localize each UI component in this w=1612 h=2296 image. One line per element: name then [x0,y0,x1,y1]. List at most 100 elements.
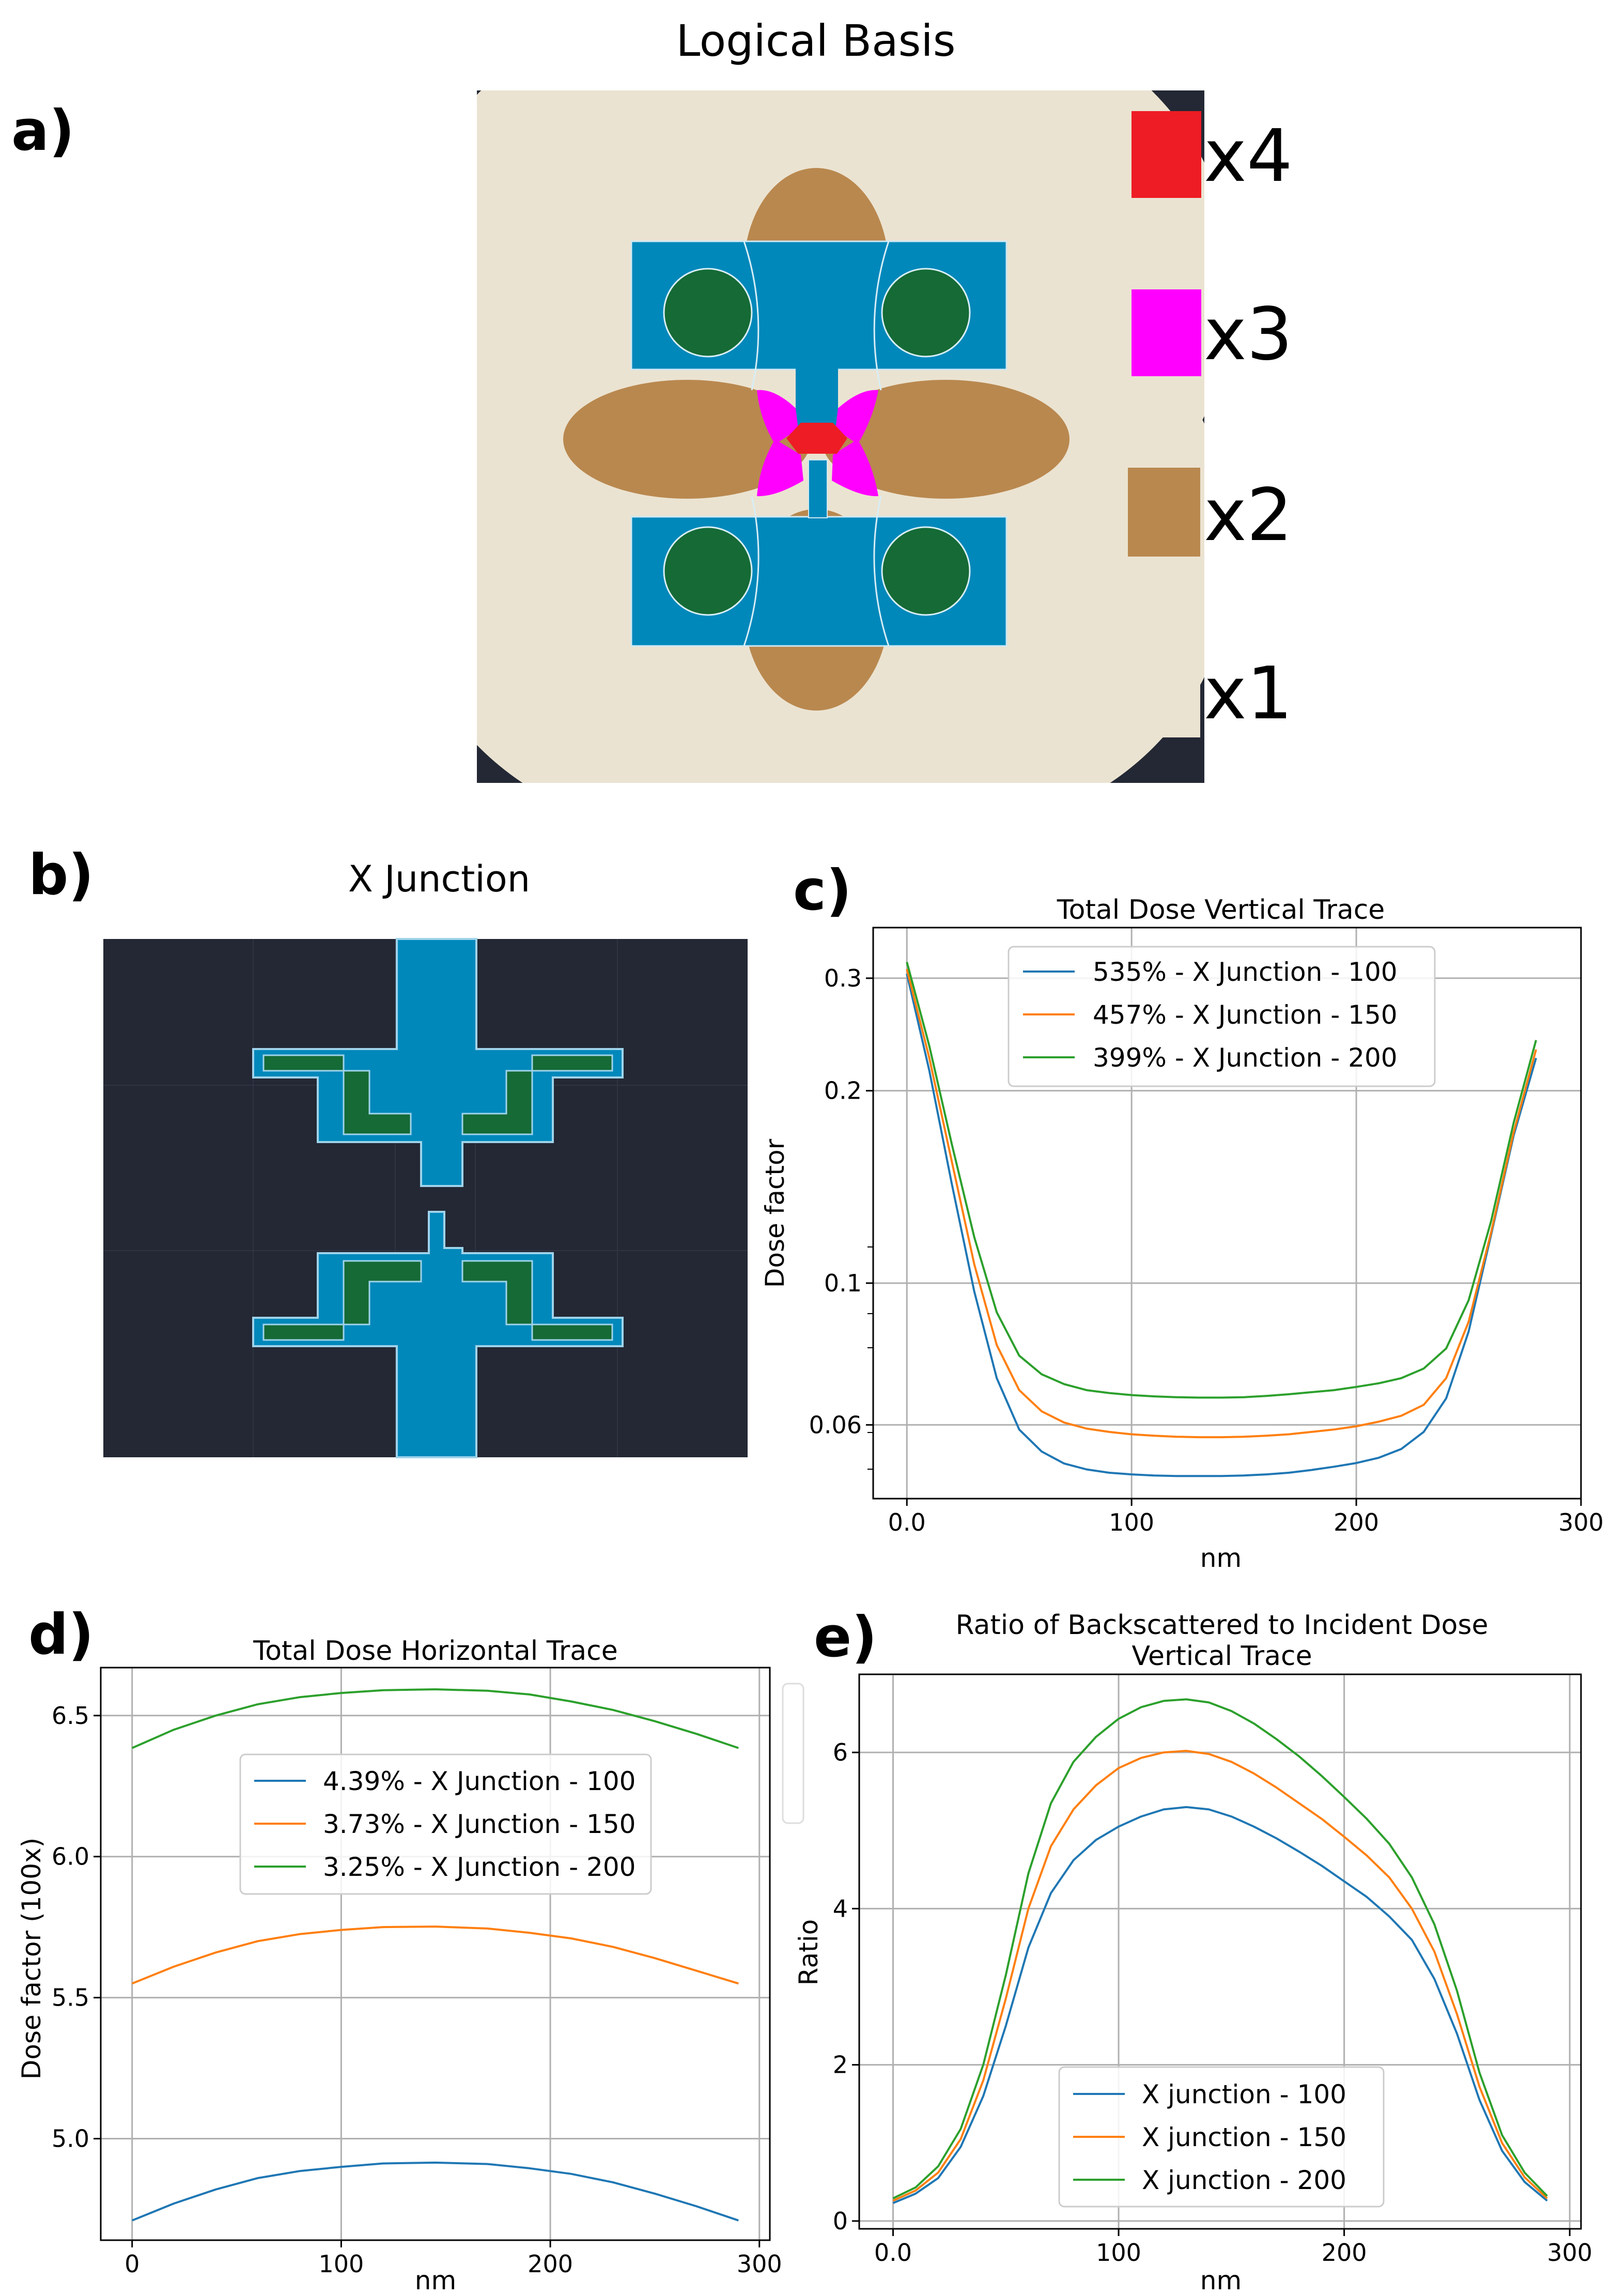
legend-label-x4: x4 [1204,114,1293,198]
chart-c-minor-ticks [867,1246,873,1470]
chart-e-ytick-label-2: 4 [833,1894,848,1922]
chart-c-series-line-3 [906,962,1537,1399]
arc-outline-top-left [743,241,760,391]
chart-e-title: Ratio of Backscattered to Incident Dose [956,1610,1489,1641]
green-pad-bottom-left [663,526,753,616]
logical-basis-legend: x4 x3 x2 x1 [1128,111,1293,737]
chart-e-ytick-label-0: 0 [833,2207,848,2235]
chart-e-xtick-label-1: 100 [1096,2239,1141,2267]
chart-c-legend-text-1: 535% - X Junction - 100 [1093,957,1398,987]
logical-basis-image [477,90,1204,783]
chart-e-xlabel: nm [1200,2266,1242,2295]
panel-d: d) Total Dose Horizontal Trace 0 100 200 30… [17,1602,804,2295]
chart-d-legend-box [239,1753,652,1895]
panel-c-label: c) [793,858,851,923]
junction-bottom-electrode [252,1211,624,1458]
green-pad-bottom-right [881,526,971,616]
chart-d-ytick-label-1: 5.5 [52,1984,89,2012]
chart-e-series-line-3 [892,1698,1548,2199]
junction-top-electrode [252,938,624,1187]
chart-e-xtick-label-2: 200 [1322,2239,1367,2267]
chart-d-legend: 4.39% - X Junction - 100 3.73% - X Junct… [239,1753,652,1895]
chart-d-legend-text-1: 4.39% - X Junction - 100 [323,1766,636,1796]
chart-c-ytick-label-3: 0.3 [824,964,862,992]
chart-d-xtick-label-3: 300 [737,2250,782,2278]
green-pad-top-right [881,268,971,358]
chart-c-ticks: 0.0 100 200 300 0.06 0.1 0.2 0.3 [809,964,1604,1536]
panel-d-label: d) [28,1602,94,1667]
panel-e-label: e) [814,1605,877,1670]
chart-c-legend-box [1008,946,1436,1087]
chart-c-ytick-label-2: 0.2 [824,1077,862,1105]
chart-d-xlabel: nm [415,2266,456,2295]
chart-c-legend-text-3: 399% - X Junction - 200 [1093,1043,1398,1073]
chart-e-series-line-2 [892,1750,1548,2202]
chart-e-xtick-label-0: 0.0 [874,2239,912,2267]
overlap-x3-br [832,439,878,497]
chart-e-series-line-1 [892,1806,1548,2204]
chart-e-ylabel: Ratio [794,1919,824,1985]
panel-b-title: X Junction [348,858,530,900]
chart-e-ytick-label-3: 6 [833,1738,848,1766]
panel-a: a) Logical Basis [11,16,1293,783]
chart-e-ytick-label-1: 2 [833,2051,848,2079]
chart-c-ylabel: Dose factor [760,1138,790,1288]
legend-label-x1: x1 [1204,652,1293,736]
chart-c-title: Total Dose Vertical Trace [1057,895,1385,926]
chart-d-grid [101,1668,770,2240]
chart-c-xtick-label-3: 300 [1558,1508,1604,1536]
chart-d-frame [100,1667,771,2241]
panel-a-label: a) [11,99,74,163]
legend-swatch-x2 [1128,468,1200,557]
chart-d-series-line-3 [131,1688,739,1749]
chart-c-series [906,962,1537,1477]
legend-swatch-x1 [1128,649,1200,737]
chart-e-frame [858,1673,1582,2230]
chart-d-ytick-label-0: 5.0 [52,2125,89,2153]
x-junction-layout [103,938,748,1458]
chart-e-subtitle: Vertical Trace [1132,1641,1312,1672]
chart-e-grid [859,1674,1581,2229]
chart-c-legend: 535% - X Junction - 100 457% - X Junctio… [1008,946,1436,1087]
chart-d-ticks: 0 100 200 300 5.0 5.5 6.0 6.5 [52,1702,782,2278]
blue-stem-bottom-overlay [808,459,828,518]
chart-d-ytick-label-3: 6.5 [52,1702,89,1730]
arc-outline-bottom-left [743,496,760,646]
legend-label-x2: x2 [1204,473,1293,558]
chart-d-ytick-label-2: 6.0 [52,1843,89,1871]
chart-d-series [131,1688,739,2222]
chart-e-series [892,1698,1548,2204]
arc-outline-top-right [873,241,890,391]
chart-d-legend-ghost [782,1683,804,1824]
panel-c: c) Total Dose Vertical Trace 0.0 100 200 30… [760,858,1604,1573]
chart-d-xtick-label-2: 200 [528,2250,573,2278]
panel-a-title: Logical Basis [676,16,955,66]
legend-swatch-x3 [1132,289,1201,376]
arc-outline-bottom-right [873,496,890,646]
chart-d-legend-text-3: 3.25% - X Junction - 200 [323,1852,636,1882]
chart-c-series-line-2 [906,968,1537,1439]
blue-stem-top [796,368,838,430]
chart-c-xtick-label-1: 100 [1109,1508,1154,1536]
overlap-x2-right [822,380,1070,499]
chart-d-legend-text-2: 3.73% - X Junction - 150 [323,1809,636,1839]
chart-c-ytick-label-1: 0.1 [824,1269,862,1297]
chart-e-xtick-label-3: 300 [1547,2239,1592,2267]
chart-c-series-line-1 [906,973,1537,1477]
legend-swatch-x4 [1132,111,1201,198]
chart-e-legend-box [1058,2066,1385,2208]
chart-e-legend-text-1: X junction - 100 [1142,2079,1346,2109]
legend-label-x3: x3 [1204,292,1293,377]
chart-d-xtick-label-1: 100 [318,2250,364,2278]
overlap-x3-tl [757,390,798,444]
chart-d-title: Total Dose Horizontal Trace [253,1636,617,1667]
chart-e-ticks: 0.0 100 200 300 0 2 4 6 [833,1738,1592,2267]
panel-b: b) X Junction [28,843,748,1458]
overlap-x3-bl [757,439,803,497]
overlap-x4 [786,423,847,454]
chart-c-xtick-label-0: 0.0 [888,1508,926,1536]
chart-c-legend-text-2: 457% - X Junction - 150 [1093,1000,1398,1030]
chart-c-xtick-label-2: 200 [1334,1508,1379,1536]
chart-c-frame [872,927,1582,1500]
